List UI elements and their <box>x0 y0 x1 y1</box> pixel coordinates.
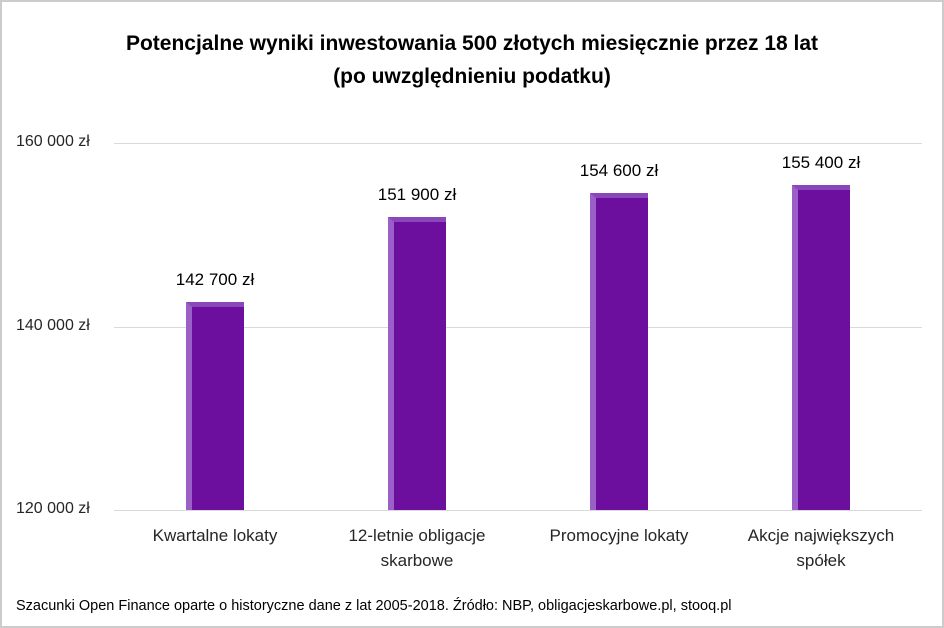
y-axis-tick-label: 120 000 zł <box>16 500 90 517</box>
gridline <box>114 510 922 511</box>
x-axis-category-label: Akcje największych spółek <box>747 526 895 570</box>
x-axis-category-label: Promocyjne lokaty <box>549 526 689 545</box>
bar <box>186 302 244 510</box>
bar <box>590 193 648 510</box>
gridline <box>114 143 922 144</box>
y-axis-tick-label: 160 000 zł <box>16 133 90 150</box>
bar-value-label: 142 700 zł <box>175 270 255 289</box>
bar-value-label: 155 400 zł <box>781 153 861 172</box>
bar <box>388 217 446 510</box>
bar-value-label: 151 900 zł <box>377 185 457 204</box>
bar-value-label: 154 600 zł <box>579 161 659 180</box>
y-axis-tick-label: 140 000 zł <box>16 317 90 334</box>
chart-title: Potencjalne wyniki inwestowania 500 złot… <box>2 28 942 93</box>
bar <box>792 185 850 510</box>
x-axis-category-label: 12-letnie obligacje skarbowe <box>348 526 486 570</box>
chart-title-line1: Potencjalne wyniki inwestowania 500 złot… <box>125 32 819 55</box>
x-axis-category-label: Kwartalne lokaty <box>152 526 278 545</box>
source-note: Szacunki Open Finance oparte o historycz… <box>16 598 732 614</box>
gridline <box>114 327 922 328</box>
chart-title-line2: (po uwzględnieniu podatku) <box>333 64 611 88</box>
